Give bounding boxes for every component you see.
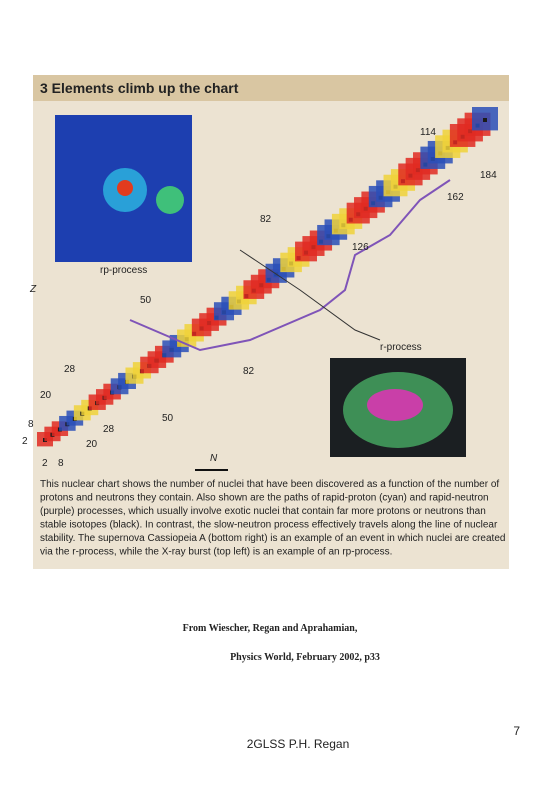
image-blob	[117, 180, 133, 196]
label: 8	[58, 458, 64, 469]
label: 82	[260, 214, 272, 225]
footer-author: 2GLSS P.H. Regan	[247, 737, 350, 751]
label: 28	[64, 364, 76, 375]
image-blob	[367, 389, 423, 421]
label: 20	[86, 439, 98, 450]
page-number: 7	[513, 724, 520, 738]
nuclear-chart	[37, 107, 498, 447]
caption-line: (purple) processes, which usually involv…	[40, 506, 486, 517]
caption-line: via the r-process, while the X-ray burst…	[40, 547, 392, 558]
caption: This nuclear chart shows the number of n…	[40, 479, 505, 558]
axis-label: N	[210, 453, 218, 464]
label: 50	[162, 413, 174, 424]
label: rp-process	[100, 265, 147, 276]
label: 20	[40, 390, 52, 401]
figure-title-bar	[33, 75, 509, 101]
label: 8	[28, 419, 34, 430]
citation: Physics World, February 2002, p33	[230, 652, 380, 663]
label: 50	[140, 295, 152, 306]
label: 2	[42, 458, 48, 469]
label: 82	[243, 366, 255, 377]
label: r-process	[380, 342, 422, 353]
label: 114	[420, 127, 436, 138]
caption-line: This nuclear chart shows the number of n…	[40, 479, 499, 490]
caption-line: stable isotopes (black). In contrast, th…	[40, 520, 498, 531]
figure-title: 3 Elements climb up the chart	[40, 80, 239, 96]
caption-line: stability. The supernova Cassiopeia A (b…	[40, 533, 505, 544]
axis-label: Z	[29, 284, 37, 295]
image-blob	[156, 186, 184, 214]
label: 184	[480, 170, 497, 181]
pointer	[239, 249, 381, 341]
r-process-path	[129, 179, 451, 352]
label: 126	[352, 242, 369, 253]
citation: From Wiescher, Regan and Aprahamian,	[183, 623, 358, 634]
label: 2	[22, 436, 28, 447]
label: 28	[103, 424, 115, 435]
caption-line: protons and neutrons they contain. Also …	[40, 493, 489, 504]
label: 162	[447, 192, 464, 203]
stable-isotope	[483, 118, 487, 122]
